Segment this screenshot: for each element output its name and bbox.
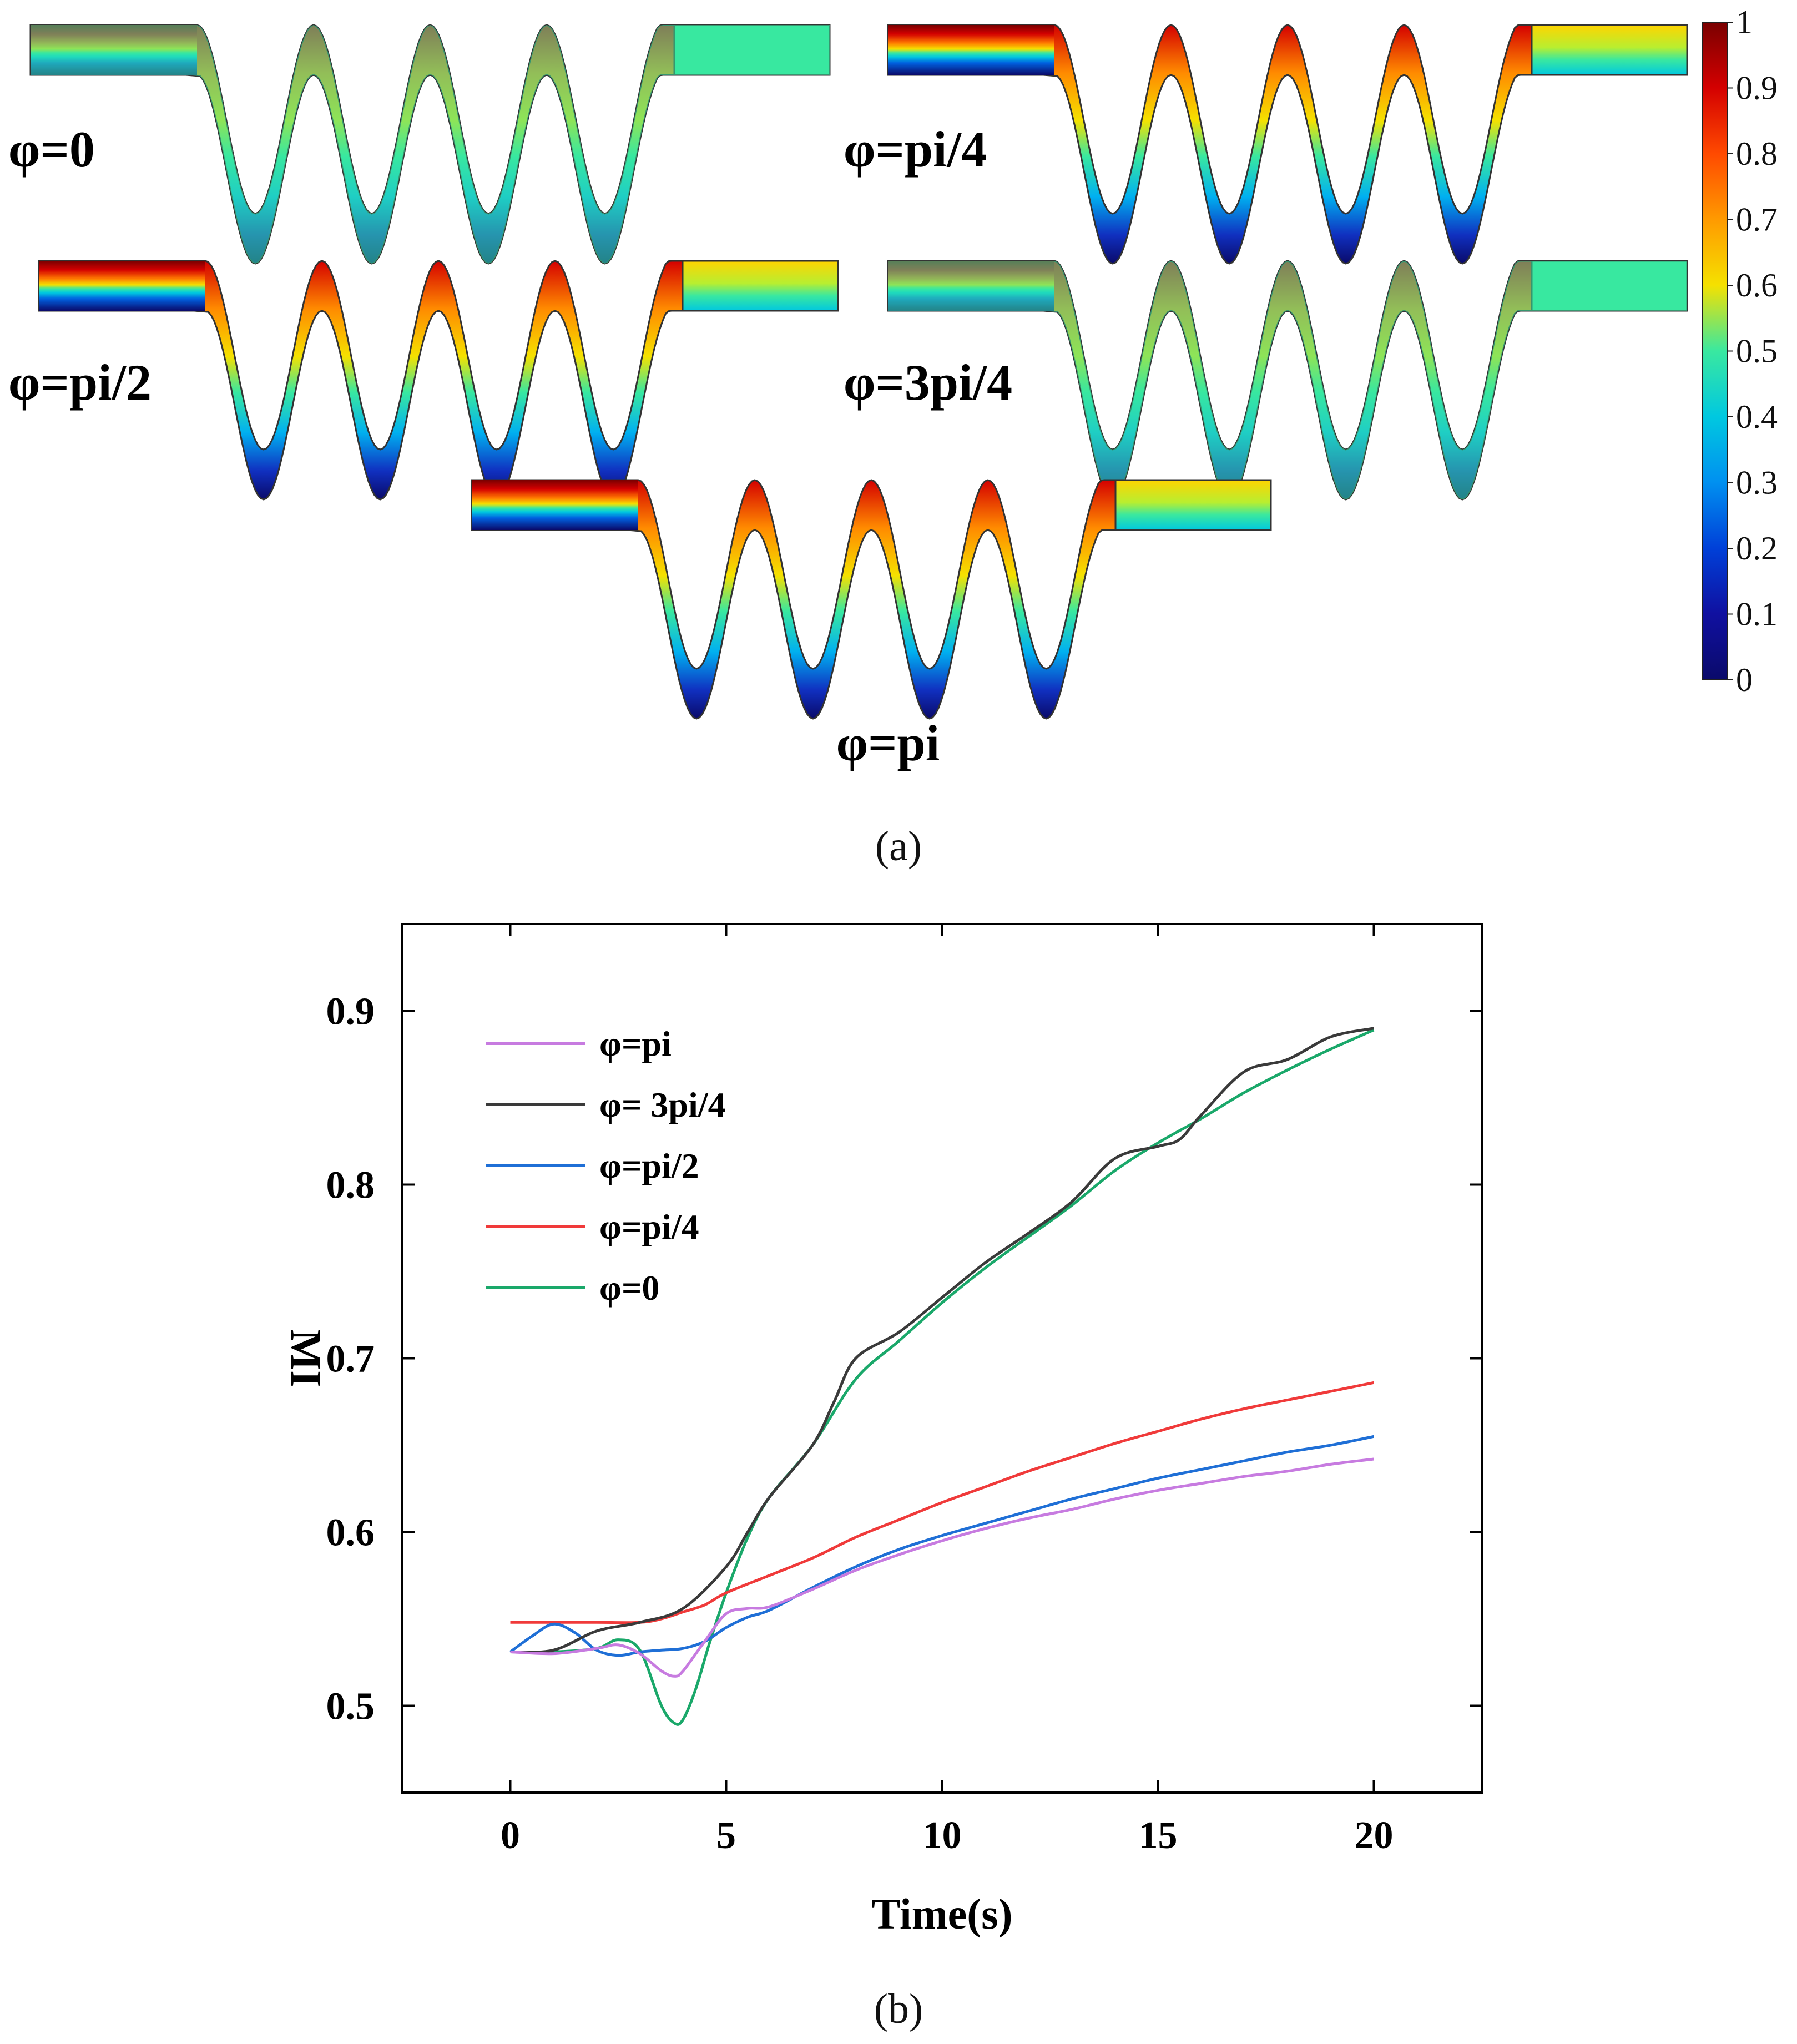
snapshot-4: φ=pi — [471, 479, 1272, 771]
colorbar: 1 0.9 0.8 0.7 0.6 0.5 0.4 0.3 0.2 0.1 0 — [1702, 4, 1778, 698]
series-line — [510, 1028, 1375, 1726]
x-tick-label: 15 — [1139, 1814, 1178, 1857]
snapshot-3: φ=3pi/4 — [844, 260, 1688, 501]
mixed-region — [31, 25, 830, 264]
series-group — [509, 1027, 1375, 1726]
series-line — [509, 1435, 1375, 1657]
x-tick-label: 20 — [1355, 1814, 1394, 1857]
colorbar-tick-label: 1 — [1736, 4, 1753, 41]
series-line — [510, 1457, 1374, 1678]
snapshot-label: φ=pi — [836, 715, 940, 771]
series-line — [510, 1381, 1374, 1624]
colorbar-tick-label: 0.6 — [1736, 267, 1778, 304]
colorbar-tick-label: 0.1 — [1736, 596, 1778, 633]
outlet-stream — [1114, 479, 1272, 531]
legend-label: φ= 3pi/4 — [599, 1085, 726, 1124]
colorbar-scale — [1702, 22, 1728, 680]
colorbar-tick-label: 0 — [1736, 662, 1753, 698]
snapshot-label: φ=pi/4 — [844, 121, 987, 178]
panel-a: φ=0 φ=pi/4 φ=pi/2 φ=3pi/4 φ=pi 1 0.9 0.8 0.7 0.6… — [8, 4, 1778, 870]
colorbar-tick-label: 0.8 — [1736, 135, 1778, 172]
colorbar-tick-label: 0.9 — [1736, 70, 1778, 107]
legend-label: φ=pi/4 — [599, 1207, 699, 1246]
snapshot-label: φ=3pi/4 — [844, 354, 1012, 411]
x-tick-label: 0 — [501, 1814, 520, 1857]
outlet-stream — [682, 260, 839, 312]
legend: φ=pi φ= 3pi/4 φ=pi/2 φ=pi/4 φ=0 — [486, 1024, 726, 1308]
mixed-region — [888, 261, 1687, 499]
snapshot-label: φ=0 — [8, 121, 95, 178]
inlet-stream — [888, 25, 1054, 75]
snapshot-grid: φ=0 φ=pi/4 φ=pi/2 φ=3pi/4 φ=pi — [8, 24, 1688, 771]
panel-b: 0 5 10 15 20 0.5 0.6 0.7 0.8 0.9 Time(s) MI φ=pi φ= 3… — [282, 923, 1483, 2032]
x-tick-label: 5 — [716, 1814, 736, 1857]
inlet-stream — [39, 261, 205, 311]
outlet-stream — [1531, 24, 1688, 76]
panel-b-label: (b) — [874, 1986, 923, 2032]
legend-label: φ=pi — [599, 1024, 672, 1063]
colorbar-tick-label: 0.3 — [1736, 465, 1778, 501]
colorbar-ticks: 1 0.9 0.8 0.7 0.6 0.5 0.4 0.3 0.2 0.1 0 — [1727, 4, 1778, 698]
snapshot-0: φ=0 — [8, 24, 831, 265]
inlet-stream — [472, 480, 638, 530]
y-tick-label: 0.8 — [326, 1164, 375, 1207]
panel-a-label: (a) — [875, 823, 922, 870]
colorbar-tick-label: 0.7 — [1736, 201, 1778, 238]
legend-label: φ=pi/2 — [599, 1146, 699, 1185]
snapshot-1: φ=pi/4 — [844, 24, 1688, 265]
y-tick-label: 0.6 — [326, 1512, 375, 1555]
colorbar-tick-label: 0.2 — [1736, 530, 1778, 567]
colorbar-tick-label: 0.5 — [1736, 333, 1778, 370]
mi-line-chart: 0 5 10 15 20 0.5 0.6 0.7 0.8 0.9 Time(s) MI φ=pi φ= 3… — [282, 923, 1483, 1938]
y-tick-label: 0.5 — [326, 1685, 375, 1728]
y-tick-label: 0.9 — [326, 991, 375, 1033]
x-axis-title: Time(s) — [871, 1890, 1012, 1938]
snapshot-2: φ=pi/2 — [8, 260, 839, 501]
series-line — [510, 1027, 1374, 1654]
y-axis-title: MI — [282, 1330, 330, 1387]
snapshot-label: φ=pi/2 — [8, 354, 152, 411]
y-tick-label: 0.7 — [326, 1338, 375, 1381]
colorbar-tick-label: 0.4 — [1736, 398, 1778, 435]
x-tick-label: 10 — [923, 1814, 962, 1857]
legend-label: φ=0 — [599, 1268, 659, 1308]
